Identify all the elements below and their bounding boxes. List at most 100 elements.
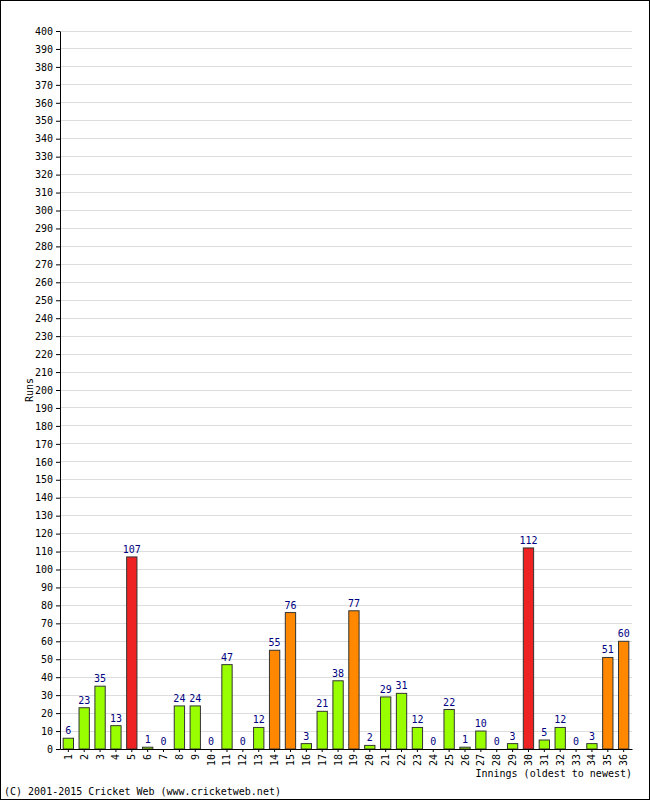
tick-mark: [56, 282, 60, 283]
tick: 170: [35, 439, 60, 450]
tick: 23: [412, 749, 423, 766]
tick-mark: [385, 749, 386, 752]
tick-mark: [369, 749, 370, 752]
tick-label: 9: [190, 754, 201, 760]
tick: 31: [539, 749, 550, 766]
tick-mark: [131, 749, 132, 752]
tick: 180: [35, 421, 60, 432]
tick: 240: [35, 313, 60, 324]
tick-mark: [242, 749, 243, 752]
tick-mark: [449, 749, 450, 752]
tick-label: 5: [126, 754, 137, 760]
axis-line: [60, 32, 61, 750]
bar: [317, 711, 327, 749]
tick-label: 23: [412, 754, 423, 766]
tick-mark: [56, 336, 60, 337]
tick: 230: [35, 331, 60, 342]
tick-mark: [623, 749, 624, 752]
tick-label: 330: [35, 151, 53, 162]
tick: 250: [35, 295, 60, 306]
grid-line: [60, 479, 632, 480]
tick: 150: [35, 474, 60, 485]
tick-mark: [56, 264, 60, 265]
grid-line: [60, 336, 632, 337]
tick-label: 70: [41, 618, 53, 629]
tick-label: 210: [35, 367, 53, 378]
bar: [349, 611, 359, 749]
data-label: 1: [145, 734, 151, 745]
tick: 20: [364, 749, 375, 766]
tick: 15: [285, 749, 296, 766]
tick-mark: [56, 713, 60, 714]
grid-line: [60, 120, 632, 121]
tick-label: 10: [206, 754, 217, 766]
tick: 110: [35, 546, 60, 557]
tick: 0: [47, 744, 60, 755]
x-axis-title: Innings (oldest to newest): [475, 768, 632, 779]
tick-mark: [195, 749, 196, 752]
data-label: 1: [462, 734, 468, 745]
data-label: 77: [348, 598, 360, 609]
tick-label: 20: [364, 754, 375, 766]
tick-label: 15: [285, 754, 296, 766]
tick: 7: [158, 749, 169, 760]
tick-mark: [56, 175, 60, 176]
tick-mark: [56, 659, 60, 660]
tick-mark: [417, 749, 418, 752]
bar: [95, 686, 105, 749]
tick: 18: [333, 749, 344, 766]
grid-line: [60, 102, 632, 103]
tick-label: 10: [41, 726, 53, 737]
data-label: 5: [541, 727, 547, 738]
tick-label: 19: [348, 754, 359, 766]
tick: 300: [35, 205, 60, 216]
bar: [444, 710, 454, 749]
tick: 260: [35, 277, 60, 288]
tick: 3: [95, 749, 106, 760]
tick: 26: [460, 749, 471, 766]
tick-mark: [115, 749, 116, 752]
tick: 35: [602, 749, 613, 766]
chart: 0102030405060708090100110120130140150160…: [0, 0, 650, 800]
tick: 80: [41, 600, 60, 611]
tick-mark: [607, 749, 608, 752]
tick-label: 120: [35, 528, 53, 539]
tick-label: 30: [41, 690, 53, 701]
tick-label: 190: [35, 403, 53, 414]
tick-label: 11: [221, 754, 232, 766]
tick: 220: [35, 349, 60, 360]
tick-mark: [56, 211, 60, 212]
tick-mark: [56, 31, 60, 32]
data-label: 24: [173, 693, 185, 704]
tick-mark: [56, 623, 60, 624]
data-label: 51: [602, 644, 614, 655]
bar: [587, 744, 597, 749]
tick-mark: [306, 749, 307, 752]
data-labels: 6233513107102424047012557632138772293112…: [65, 535, 629, 747]
tick-label: 18: [333, 754, 344, 766]
tick-mark: [496, 749, 497, 752]
tick: 380: [35, 62, 60, 73]
tick: 50: [41, 654, 60, 665]
tick-label: 36: [618, 754, 629, 766]
data-label: 12: [411, 714, 423, 725]
tick: 200: [35, 385, 60, 396]
bar: [222, 665, 232, 749]
tick-label: 90: [41, 582, 53, 593]
tick-label: 32: [555, 754, 566, 766]
tick-mark: [56, 67, 60, 68]
tick-label: 12: [237, 754, 248, 766]
tick-label: 140: [35, 492, 53, 503]
grid-line: [60, 31, 632, 32]
tick-label: 31: [539, 754, 550, 766]
tick: 11: [221, 749, 232, 766]
tick-mark: [56, 731, 60, 732]
tick: 36: [618, 749, 629, 766]
bar: [539, 740, 549, 749]
tick-mark: [353, 749, 354, 752]
tick: 12: [237, 749, 248, 766]
tick: 60: [41, 636, 60, 647]
y-axis: 0102030405060708090100110120130140150160…: [35, 26, 61, 755]
data-label: 3: [510, 731, 516, 742]
grid-line: [60, 390, 632, 391]
